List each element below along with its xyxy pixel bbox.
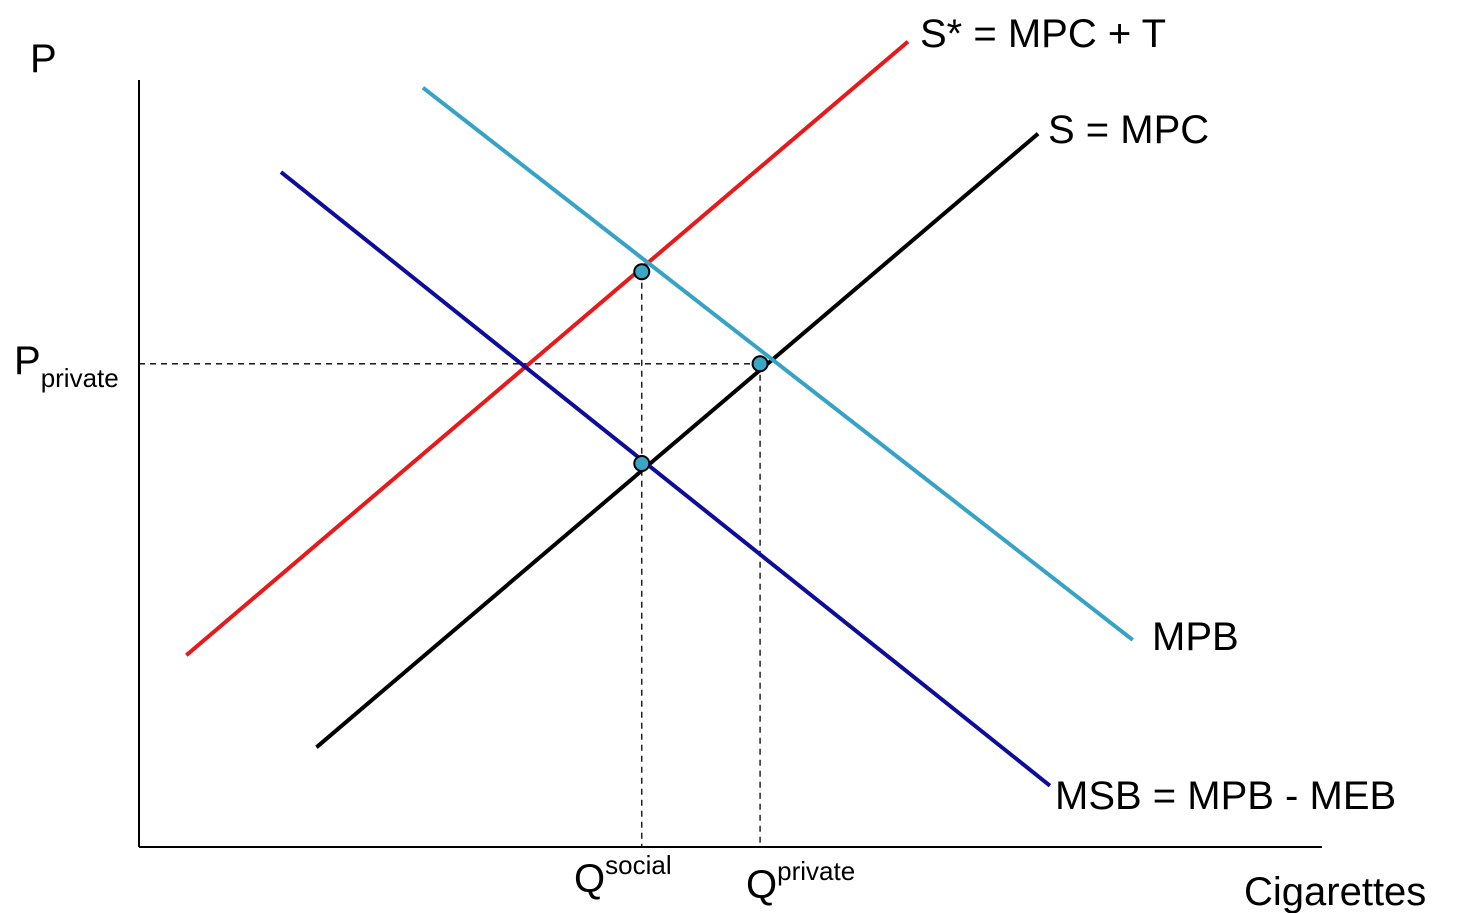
curves	[185, 40, 1134, 788]
curve-mpb	[421, 86, 1134, 642]
curve-msb	[279, 170, 1052, 788]
equilibrium-point-2	[751, 355, 769, 373]
y-axis-label: P	[30, 37, 57, 81]
equilibrium-point-3	[633, 455, 651, 472]
curve-s-star	[185, 40, 910, 657]
tick-label-q-private: Qprivate	[746, 856, 855, 907]
series-label-msb: MSB = MPB - MEB	[1055, 774, 1396, 818]
equilibrium-points	[633, 263, 769, 472]
tick-label-p-private: Pprivate	[14, 339, 119, 393]
series-label-s: S = MPC	[1048, 108, 1209, 152]
reference-lines	[139, 271, 761, 847]
curve-s	[315, 132, 1040, 749]
tick-label-q-social: Qsocial	[574, 850, 672, 901]
equilibrium-point-1	[633, 263, 651, 281]
x-axis-label: Cigarettes	[1244, 870, 1426, 913]
series-label-mpb: MPB	[1152, 615, 1239, 659]
series-label-s-star: S* = MPC + T	[920, 12, 1166, 56]
